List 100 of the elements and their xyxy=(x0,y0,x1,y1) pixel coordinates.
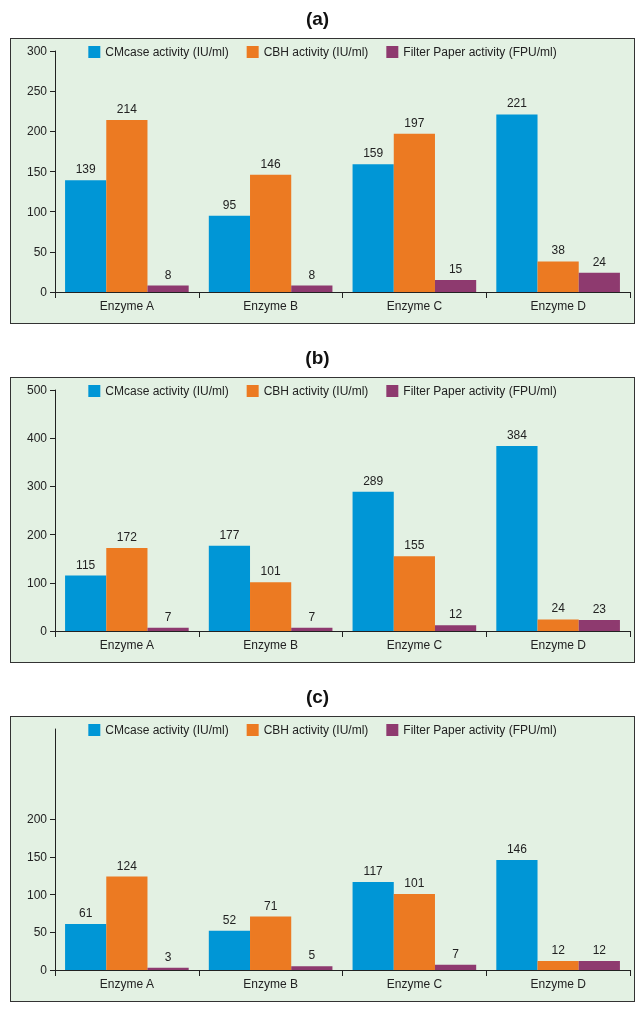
x-tick-label: Enzyme A xyxy=(99,299,154,313)
data-label: 24 xyxy=(551,601,566,616)
x-tick-label: Enzyme C xyxy=(386,638,443,652)
bar xyxy=(250,582,292,631)
data-label: 139 xyxy=(75,162,96,177)
bar xyxy=(291,966,333,970)
x-tick-label: Enzyme B xyxy=(243,977,298,991)
data-label: 214 xyxy=(116,102,138,117)
x-tick-label: Enzyme C xyxy=(386,299,443,313)
y-tick-label: 150 xyxy=(26,850,48,865)
y-tick-label: 200 xyxy=(26,124,48,139)
y-tick-label: 200 xyxy=(26,812,48,827)
y-tick-label: 400 xyxy=(26,431,48,446)
bar xyxy=(106,120,148,292)
bar xyxy=(208,215,251,292)
data-label: 177 xyxy=(219,527,240,542)
legend-label: Filter Paper activity (FPU/ml) xyxy=(403,384,557,398)
legend-label: CBH activity (IU/ml) xyxy=(263,384,369,398)
bar xyxy=(393,556,435,631)
bar xyxy=(578,960,620,970)
data-label: 12 xyxy=(592,942,607,957)
x-tick-label: Enzyme D xyxy=(530,977,587,991)
y-tick-label: 100 xyxy=(26,204,48,219)
x-tick-label: Enzyme C xyxy=(386,977,443,991)
data-label: 146 xyxy=(260,156,281,171)
chart-title: (c) xyxy=(304,685,331,709)
legend-label: CBH activity (IU/ml) xyxy=(263,45,369,59)
bar xyxy=(106,876,148,970)
bar xyxy=(65,575,107,631)
data-label: 117 xyxy=(363,863,384,878)
bar xyxy=(106,548,148,631)
bar xyxy=(537,960,579,970)
bar xyxy=(537,619,579,631)
data-label: 124 xyxy=(116,858,138,873)
data-label: 8 xyxy=(164,267,172,282)
y-tick-label: 300 xyxy=(26,44,48,58)
bar xyxy=(250,174,292,292)
data-label: 24 xyxy=(592,254,607,269)
legend-label: Filter Paper activity (FPU/ml) xyxy=(403,723,557,737)
data-label: 101 xyxy=(404,875,425,890)
bar xyxy=(65,180,107,292)
data-label: 7 xyxy=(452,946,460,961)
data-label: 146 xyxy=(506,842,528,857)
data-label: 23 xyxy=(592,601,607,616)
bar xyxy=(578,619,620,631)
x-tick-label: Enzyme A xyxy=(99,977,154,991)
data-label: 15 xyxy=(448,261,463,276)
x-tick-label: Enzyme D xyxy=(530,638,587,652)
data-label: 8 xyxy=(308,267,316,282)
data-label: 197 xyxy=(404,115,425,130)
bar xyxy=(496,860,538,970)
y-tick-label: 200 xyxy=(26,527,48,542)
legend-label: CMcase activity (IU/ml) xyxy=(105,723,229,737)
x-tick-label: Enzyme A xyxy=(99,638,154,652)
bar xyxy=(208,545,251,631)
bar xyxy=(208,930,251,970)
chart-title: (a) xyxy=(304,7,331,31)
y-tick-label: 50 xyxy=(33,925,48,940)
bar xyxy=(352,881,394,970)
data-label: 384 xyxy=(506,427,528,442)
data-label: 159 xyxy=(363,146,384,161)
data-label: 12 xyxy=(551,942,566,957)
bar xyxy=(496,114,538,292)
bar xyxy=(147,967,189,970)
data-label: 221 xyxy=(506,96,528,111)
legend-label: CMcase activity (IU/ml) xyxy=(105,384,229,398)
legend-label: CBH activity (IU/ml) xyxy=(263,723,369,737)
x-tick-label: Enzyme B xyxy=(243,638,298,652)
bar xyxy=(434,625,477,631)
y-tick-label: 100 xyxy=(26,575,48,590)
data-label: 289 xyxy=(363,473,384,488)
data-label: 7 xyxy=(308,609,316,624)
data-label: 155 xyxy=(404,538,425,553)
bar xyxy=(65,924,107,970)
x-tick-label: Enzyme B xyxy=(243,299,298,313)
data-label: 38 xyxy=(551,243,566,258)
data-label: 95 xyxy=(222,197,237,212)
data-label: 61 xyxy=(78,906,93,921)
bar xyxy=(352,164,394,292)
bar xyxy=(537,261,579,292)
y-tick-label: 50 xyxy=(33,244,48,259)
bar xyxy=(496,445,538,631)
data-label: 101 xyxy=(260,564,281,579)
bar xyxy=(578,272,620,292)
data-label: 3 xyxy=(164,949,172,964)
x-tick-label: Enzyme D xyxy=(530,299,587,313)
y-tick-label: 150 xyxy=(26,164,48,179)
y-tick-label: 100 xyxy=(26,887,48,902)
bar xyxy=(434,964,477,970)
data-label: 115 xyxy=(76,557,96,572)
bar xyxy=(393,893,435,970)
data-label: 71 xyxy=(263,898,278,913)
y-tick-label: 0 xyxy=(40,285,48,299)
data-label: 172 xyxy=(116,530,138,545)
y-tick-label: 250 xyxy=(26,84,48,99)
legend-label: CMcase activity (IU/ml) xyxy=(105,45,229,59)
y-tick-label: 0 xyxy=(40,624,48,638)
bar xyxy=(291,285,333,292)
data-label: 7 xyxy=(164,609,172,624)
bar xyxy=(147,285,189,292)
